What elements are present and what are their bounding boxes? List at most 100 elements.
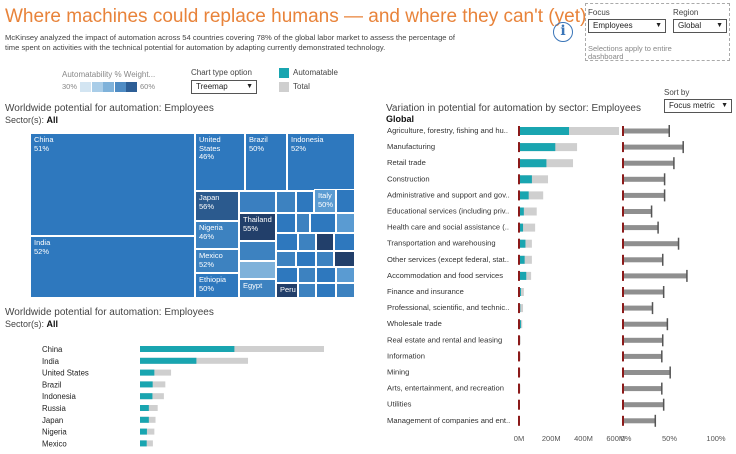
sector-percent-bar[interactable] bbox=[623, 370, 671, 375]
treemap-tile[interactable] bbox=[334, 251, 355, 267]
sector-automatable-bar[interactable] bbox=[519, 143, 556, 152]
treemap-tile[interactable] bbox=[276, 233, 298, 251]
sector-percent-bar[interactable] bbox=[623, 160, 675, 166]
country-automatable-bar[interactable] bbox=[140, 440, 147, 447]
treemap-tile[interactable]: Indonesia 52% bbox=[287, 133, 355, 191]
treemap-tile[interactable]: Nigeria 46% bbox=[195, 221, 239, 249]
sector-automatable-bar[interactable] bbox=[519, 207, 524, 216]
country-automatable-bar[interactable] bbox=[140, 369, 155, 376]
sector-automatable-bar[interactable] bbox=[519, 175, 532, 184]
sector-percent-bar[interactable] bbox=[623, 257, 663, 263]
sector-total-bar[interactable] bbox=[519, 191, 544, 200]
sector-baseline-marker bbox=[518, 190, 520, 201]
sort-value: Focus metric bbox=[669, 101, 715, 110]
treemap-tile[interactable] bbox=[316, 283, 336, 298]
sector-percent-bar[interactable] bbox=[623, 209, 652, 214]
treemap-tile[interactable] bbox=[239, 241, 276, 261]
treemap-tile[interactable]: Italy 50% bbox=[314, 189, 336, 213]
country-automatable-bar[interactable] bbox=[140, 357, 197, 364]
treemap-tile[interactable] bbox=[298, 267, 316, 283]
treemap-tile[interactable]: Egypt bbox=[239, 279, 276, 298]
treemap-tile[interactable] bbox=[336, 283, 355, 298]
treemap-tile[interactable] bbox=[276, 191, 296, 213]
country-automatable-bar[interactable] bbox=[140, 393, 153, 400]
sector-automatable-bar[interactable] bbox=[519, 191, 529, 200]
sector-percent-bar[interactable] bbox=[623, 353, 663, 359]
treemap-tile[interactable] bbox=[298, 233, 316, 251]
country-automatable-bar[interactable] bbox=[140, 416, 149, 423]
treemap-tile[interactable] bbox=[239, 261, 276, 279]
sector-total-bar[interactable] bbox=[519, 288, 524, 296]
sector-automatable-bar[interactable] bbox=[519, 159, 547, 168]
focus-select[interactable]: Employees ▼ bbox=[588, 19, 666, 33]
treemap-tile[interactable] bbox=[316, 251, 334, 267]
treemap-tile[interactable]: Brazil 50% bbox=[245, 133, 287, 191]
country-automatable-bar[interactable] bbox=[140, 405, 149, 411]
treemap-tile[interactable] bbox=[336, 213, 355, 233]
treemap-tile[interactable] bbox=[316, 233, 334, 251]
treemap-tile[interactable]: India 52% bbox=[30, 236, 195, 298]
sector-total-bar[interactable] bbox=[519, 223, 536, 232]
treemap-tile[interactable]: United States 46% bbox=[195, 133, 245, 191]
sector-automatable-bar[interactable] bbox=[519, 271, 527, 280]
country-total-bar[interactable] bbox=[140, 428, 155, 435]
sector-percent-bar[interactable] bbox=[623, 128, 670, 134]
treemap-tile[interactable] bbox=[316, 267, 336, 283]
treemap-tile[interactable] bbox=[336, 189, 355, 213]
sector-percent-bar[interactable] bbox=[623, 386, 663, 392]
sector-automatable-bar[interactable] bbox=[519, 239, 526, 248]
treemap-tile[interactable] bbox=[334, 233, 355, 251]
chart-type-select[interactable]: Treemap ▼ bbox=[191, 80, 257, 94]
treemap-tile[interactable] bbox=[276, 267, 298, 283]
treemap-tile[interactable]: Peru bbox=[276, 283, 298, 298]
sector-total-bar[interactable] bbox=[519, 175, 549, 184]
sort-select[interactable]: Focus metric ▼ bbox=[664, 99, 732, 113]
sector-percent-cap bbox=[677, 237, 680, 250]
sector-percent-bar[interactable] bbox=[623, 337, 663, 343]
sector-percent-marker bbox=[622, 335, 624, 346]
sector-total-bar[interactable] bbox=[519, 255, 532, 264]
sector-percent-bar[interactable] bbox=[623, 321, 668, 327]
sector-automatable-bar[interactable] bbox=[519, 127, 569, 135]
sector-percent-marker bbox=[622, 303, 624, 314]
sector-percent-bar[interactable] bbox=[623, 144, 684, 150]
sector-percent-bar[interactable] bbox=[623, 289, 664, 295]
sector-percent-bar[interactable] bbox=[623, 241, 679, 247]
treemap-tile-name: Italy bbox=[318, 191, 332, 200]
sector-percent-bar[interactable] bbox=[623, 305, 653, 311]
sector-automatable-bar[interactable] bbox=[519, 223, 524, 232]
country-automatable-bar[interactable] bbox=[140, 346, 235, 352]
country-automatable-bar[interactable] bbox=[140, 381, 153, 388]
sector-percent-bar[interactable] bbox=[623, 225, 659, 231]
treemap-tile[interactable]: Thailand 55% bbox=[239, 213, 276, 241]
country-label: China bbox=[42, 345, 63, 354]
sector-percent-bar[interactable] bbox=[623, 273, 688, 279]
sector-total-bar[interactable] bbox=[519, 207, 537, 216]
region-select[interactable]: Global ▼ bbox=[673, 19, 727, 33]
treemap-tile[interactable]: Mexico 52% bbox=[195, 249, 239, 273]
treemap-tile[interactable] bbox=[239, 191, 276, 213]
sector-automatable-bar[interactable] bbox=[519, 255, 525, 264]
treemap-tile-name: Peru bbox=[280, 285, 296, 294]
treemap-tile[interactable] bbox=[276, 251, 296, 267]
treemap-tile[interactable] bbox=[298, 283, 316, 298]
treemap-tile[interactable] bbox=[296, 191, 314, 213]
treemap-tile[interactable] bbox=[310, 213, 336, 233]
weight-min-label: 30% bbox=[62, 82, 78, 91]
sector-percent-bar[interactable] bbox=[623, 418, 656, 424]
sector-percent-bar[interactable] bbox=[623, 176, 665, 182]
info-icon[interactable]: i bbox=[553, 22, 573, 42]
sector-percent-bar[interactable] bbox=[623, 192, 665, 198]
treemap-tile[interactable] bbox=[296, 251, 316, 267]
treemap-tile[interactable] bbox=[276, 213, 296, 233]
country-automatable-bar[interactable] bbox=[140, 428, 147, 435]
treemap-tile[interactable] bbox=[296, 213, 310, 233]
treemap-sector-filter: Sector(s): All bbox=[5, 115, 58, 125]
treemap-tile[interactable]: Japan 56% bbox=[195, 191, 239, 221]
treemap-tile[interactable]: China 51% bbox=[30, 133, 195, 236]
treemap-tile[interactable]: Ethiopia 50% bbox=[195, 273, 239, 298]
sector-total-bar[interactable] bbox=[519, 304, 524, 313]
country-total-bar[interactable] bbox=[140, 369, 172, 376]
sector-percent-bar[interactable] bbox=[623, 402, 664, 408]
treemap-tile[interactable] bbox=[336, 267, 355, 283]
